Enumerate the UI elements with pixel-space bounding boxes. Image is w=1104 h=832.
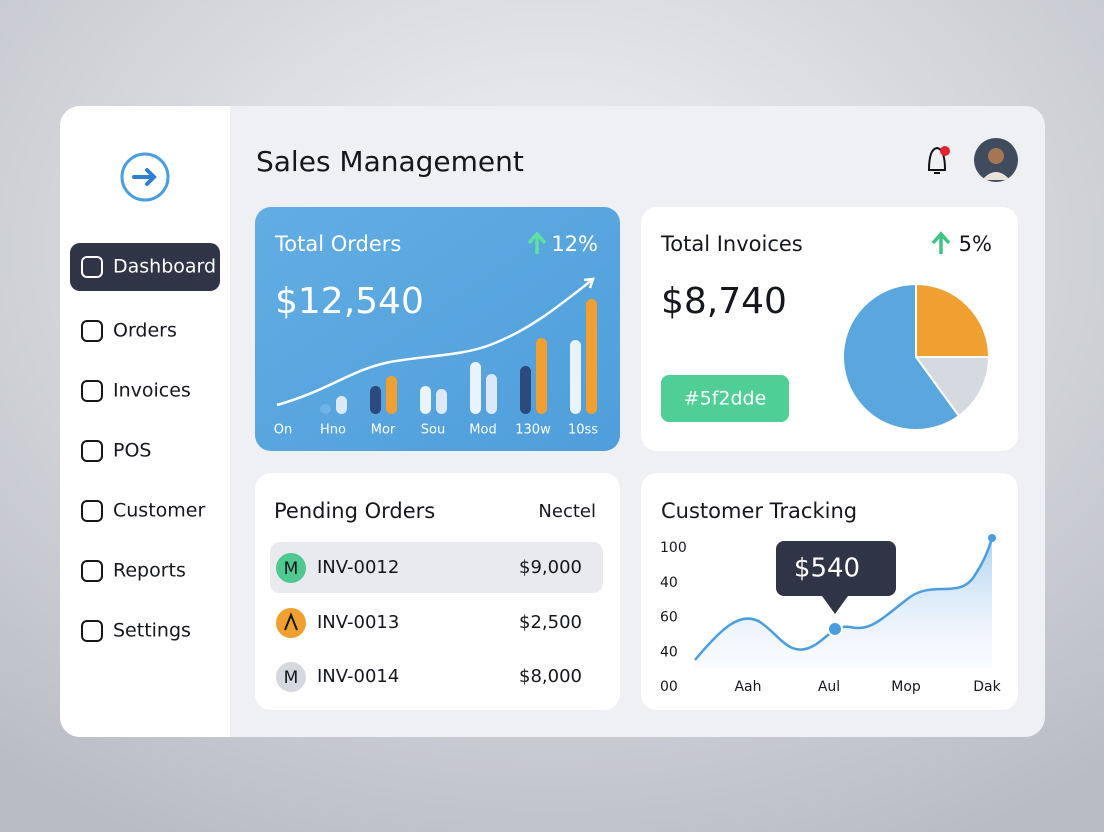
notification-dot bbox=[940, 146, 950, 156]
bar bbox=[520, 366, 531, 414]
change: 12% bbox=[551, 232, 598, 256]
y-label: 100 bbox=[660, 540, 687, 556]
bar bbox=[336, 396, 347, 414]
x-label: Sou bbox=[421, 423, 445, 438]
x-label: Mop bbox=[891, 679, 921, 695]
row-amount: $8,000 bbox=[519, 666, 582, 687]
order-rows: M INV-0012 $9,000 INV-0013 $2,500 M INV-0014 $8… bbox=[276, 553, 582, 692]
bar bbox=[420, 386, 431, 414]
row-avatar bbox=[276, 662, 306, 692]
point bbox=[988, 534, 996, 542]
badge bbox=[661, 375, 789, 422]
nav-icon bbox=[81, 320, 103, 342]
card-value: $8,740 bbox=[661, 281, 787, 322]
row-id[interactable]: INV-0013 bbox=[317, 612, 399, 633]
x-label: On bbox=[274, 423, 292, 438]
pie-slice bbox=[842, 282, 961, 431]
logo-arrow bbox=[132, 168, 157, 186]
bar bbox=[570, 340, 581, 414]
nav-item[interactable]: Settings bbox=[113, 620, 191, 642]
bar bbox=[486, 374, 497, 414]
nav-icon bbox=[81, 620, 103, 642]
nav-icon bbox=[81, 256, 103, 278]
pie-chart bbox=[842, 282, 991, 431]
nav-icon bbox=[81, 500, 103, 522]
badge-text: #5f2dde bbox=[684, 388, 767, 410]
row-amount: $2,500 bbox=[519, 612, 582, 633]
x-label: Aah bbox=[734, 679, 761, 695]
nav-active[interactable] bbox=[70, 243, 220, 291]
trend-arrow bbox=[583, 277, 595, 289]
x-label: Aul bbox=[818, 679, 840, 695]
avatar-letter: M bbox=[284, 668, 299, 688]
avatar-body bbox=[982, 172, 1010, 180]
pie-slice bbox=[914, 356, 991, 418]
point[interactable] bbox=[827, 621, 843, 637]
up-arrow bbox=[931, 231, 951, 254]
nav: Dashboard Orders Invoices POS Customer Report… bbox=[81, 256, 216, 642]
area bbox=[695, 538, 992, 668]
tooltip-text: $540 bbox=[794, 554, 860, 584]
x-label: 10ss bbox=[568, 423, 598, 438]
bar bbox=[536, 338, 547, 414]
tracking-labels: 100 40 60 40 00 Aah Aul Mop Dak bbox=[660, 540, 1002, 695]
avatar-letter: M bbox=[284, 559, 299, 579]
avatar-face bbox=[988, 148, 1004, 164]
pie-slice bbox=[915, 282, 991, 358]
bar bbox=[470, 362, 481, 414]
card-value: $12,540 bbox=[275, 281, 424, 322]
row-avatar bbox=[276, 608, 306, 638]
bar bbox=[436, 389, 447, 414]
y-label: 40 bbox=[660, 575, 678, 591]
trend-line bbox=[276, 279, 593, 407]
tooltip-pointer bbox=[822, 596, 848, 614]
nav-item[interactable]: Orders bbox=[113, 320, 177, 342]
bar bbox=[370, 386, 381, 414]
bar bbox=[586, 299, 597, 414]
nav-item[interactable]: Invoices bbox=[113, 380, 191, 402]
nav-item[interactable]: Dashboard bbox=[113, 256, 216, 278]
nav-icon bbox=[81, 560, 103, 582]
card-title: Total Orders bbox=[274, 232, 401, 256]
nav-icon bbox=[81, 380, 103, 402]
avatar-icon bbox=[284, 612, 298, 631]
nav-item[interactable]: Customer bbox=[113, 500, 205, 522]
card-title: Total Invoices bbox=[660, 232, 803, 256]
card-action[interactable]: Nectel bbox=[538, 501, 596, 522]
card-title: Customer Tracking bbox=[661, 499, 857, 523]
x-label: Mor bbox=[371, 423, 396, 438]
line bbox=[694, 537, 994, 661]
row-highlight bbox=[270, 542, 603, 593]
change: 5% bbox=[959, 232, 992, 256]
x-label: Dak bbox=[973, 679, 1001, 695]
up-arrow bbox=[527, 231, 547, 254]
y-label: 00 bbox=[660, 679, 678, 695]
y-label: 60 bbox=[660, 610, 678, 626]
row-id[interactable]: INV-0012 bbox=[317, 557, 399, 578]
x-label: 130w bbox=[515, 423, 551, 438]
bar bbox=[386, 376, 397, 414]
bar-chart: On Hno Mor Sou Mod 130w 10ss bbox=[274, 299, 598, 438]
tooltip bbox=[776, 541, 896, 596]
nav-icon bbox=[81, 440, 103, 462]
y-label: 40 bbox=[660, 644, 678, 660]
bar bbox=[320, 404, 331, 414]
nav-item[interactable]: Reports bbox=[113, 560, 186, 582]
card-title: Pending Orders bbox=[274, 499, 435, 523]
row-id[interactable]: INV-0014 bbox=[317, 666, 399, 687]
row-avatar bbox=[276, 553, 306, 583]
x-label: Hno bbox=[320, 423, 346, 438]
row-amount: $9,000 bbox=[519, 557, 582, 578]
bell[interactable] bbox=[927, 146, 947, 174]
x-label: Mod bbox=[469, 423, 496, 438]
page-title: Sales Management bbox=[256, 145, 524, 178]
nav-item[interactable]: POS bbox=[113, 440, 151, 462]
